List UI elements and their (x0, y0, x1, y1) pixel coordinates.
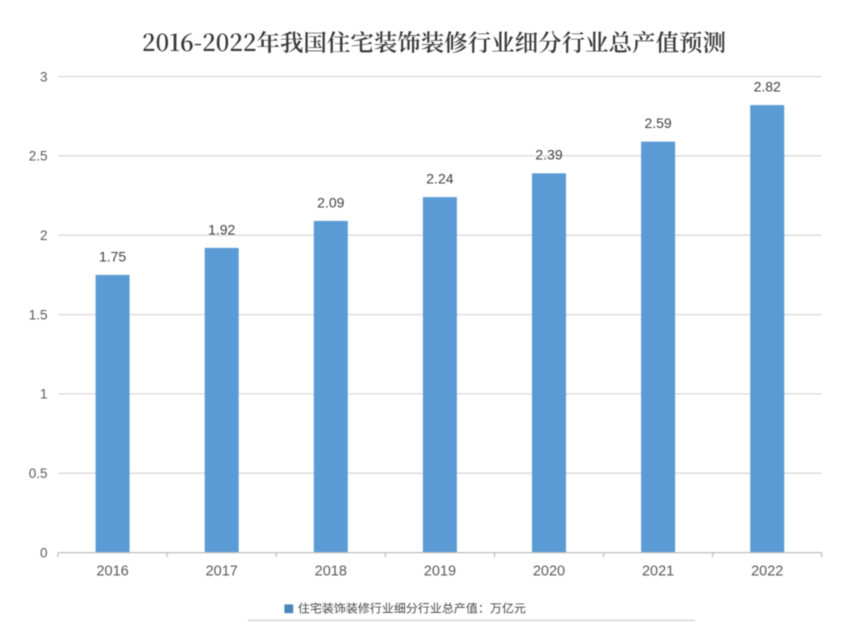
svg-text:0: 0 (40, 545, 48, 560)
svg-text:2.39: 2.39 (535, 147, 562, 163)
svg-text:2016: 2016 (96, 563, 128, 579)
svg-text:1.75: 1.75 (99, 248, 126, 264)
svg-text:1.5: 1.5 (29, 307, 48, 322)
svg-text:2.09: 2.09 (317, 194, 344, 210)
svg-text:2018: 2018 (315, 563, 347, 579)
svg-text:1: 1 (40, 387, 48, 402)
svg-text:3: 3 (40, 69, 48, 84)
svg-text:2: 2 (40, 228, 48, 243)
svg-text:2.59: 2.59 (644, 115, 671, 131)
svg-text:2020: 2020 (533, 563, 565, 579)
svg-text:2.5: 2.5 (29, 149, 48, 164)
svg-text:2.82: 2.82 (754, 79, 781, 95)
svg-text:2019: 2019 (424, 563, 456, 579)
svg-text:2021: 2021 (642, 563, 674, 579)
svg-text:2017: 2017 (206, 563, 238, 579)
svg-text:1.92: 1.92 (208, 221, 235, 237)
svg-text:0.5: 0.5 (29, 466, 48, 481)
svg-text:2.24: 2.24 (426, 171, 453, 187)
svg-text:2022: 2022 (751, 563, 783, 579)
